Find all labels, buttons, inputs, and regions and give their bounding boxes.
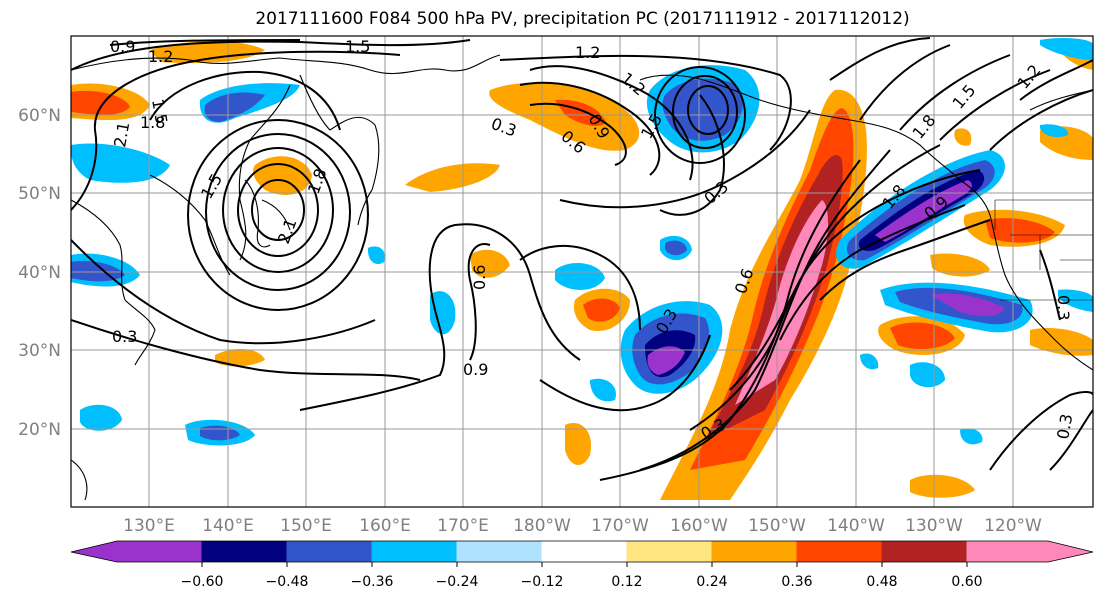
lon-label: 170°W — [591, 516, 649, 536]
lat-label: 30°N — [18, 341, 61, 361]
lon-label: 120°W — [984, 516, 1042, 536]
colorbar-tick-label: −0.60 — [181, 574, 224, 590]
colorbar-segment — [371, 541, 457, 562]
contour-label: 0.3 — [1053, 412, 1076, 440]
lon-label: 160°W — [670, 516, 728, 536]
lon-label: 170°E — [437, 516, 489, 536]
colorbar-segment — [881, 541, 967, 562]
colorbar-tick-label: 0.48 — [866, 574, 897, 590]
map-title: 2017111600 F084 500 hPa PV, precipitatio… — [255, 9, 910, 29]
colorbar-segment — [286, 541, 372, 562]
lon-label: 150°W — [748, 516, 806, 536]
lon-label: 130°E — [123, 516, 175, 536]
colorbar-tick-label: −0.12 — [521, 574, 564, 590]
colorbar-tick-label: 0.24 — [696, 574, 727, 590]
colorbar-segment — [711, 541, 797, 562]
contour-label: 1.2 — [575, 43, 600, 62]
contour-label: 1.2 — [148, 47, 173, 66]
borders — [994, 199, 1093, 301]
lon-label: 130°W — [905, 516, 963, 536]
map-frame — [70, 35, 1094, 508]
colorbar-segment — [966, 541, 1049, 562]
colorbar-tick-label: −0.24 — [436, 574, 479, 590]
colorbar-extend-min — [71, 541, 117, 562]
colorbar-segment — [626, 541, 712, 562]
contour-label: 0.6 — [470, 265, 489, 290]
contour-label: 1.8 — [140, 113, 165, 132]
colorbar-tick-label: 0.12 — [611, 574, 642, 590]
colorbar-segment — [201, 541, 287, 562]
longitude-labels: 130°E 140°E 150°E 160°E 170°E 180°W 170°… — [123, 516, 1042, 536]
contour-label: 1.5 — [148, 97, 171, 125]
colorbar-tick-label: −0.48 — [266, 574, 309, 590]
coastlines — [71, 54, 1093, 501]
colorbar-segment — [796, 541, 882, 562]
graticule — [71, 36, 1093, 507]
colorbar-extend-max — [1048, 541, 1093, 562]
contour-label: 0.9 — [110, 37, 135, 56]
lon-label: 160°E — [359, 516, 411, 536]
map-plot-area: 0.9 1.2 1.5 1.2 1.5 1.8 2.1 1.5 1.8 2.1 … — [71, 36, 1093, 507]
colorbar-tick-label: 0.60 — [951, 574, 982, 590]
lon-label: 140°E — [202, 516, 254, 536]
pv-contours — [71, 37, 1093, 481]
lat-label: 20°N — [18, 420, 61, 440]
lat-label: 50°N — [18, 184, 61, 204]
colorbar-tick-label: 0.36 — [781, 574, 812, 590]
colorbar-segment — [541, 541, 627, 562]
contour-label: 0.9 — [463, 360, 488, 379]
colorbar: −0.60 −0.48 −0.36 −0.24 −0.12 0.12 0.24 … — [70, 540, 1094, 590]
lon-label: 140°W — [827, 516, 885, 536]
lat-label: 40°N — [18, 263, 61, 283]
colorbar-segment — [116, 541, 202, 562]
colorbar-tick-label: −0.36 — [351, 574, 394, 590]
lat-label: 60°N — [18, 106, 61, 126]
lon-label: 150°E — [280, 516, 332, 536]
contour-label: 0.3 — [112, 327, 137, 346]
latitude-labels: 60°N 50°N 40°N 30°N 20°N — [18, 106, 61, 440]
colorbar-segment — [456, 541, 542, 562]
precip-shading — [71, 37, 1093, 501]
lon-label: 180°W — [513, 516, 571, 536]
contour-label: 2.1 — [110, 120, 133, 148]
contour-label: 1.5 — [345, 37, 370, 56]
contour-label: 0.3 — [1054, 295, 1073, 320]
